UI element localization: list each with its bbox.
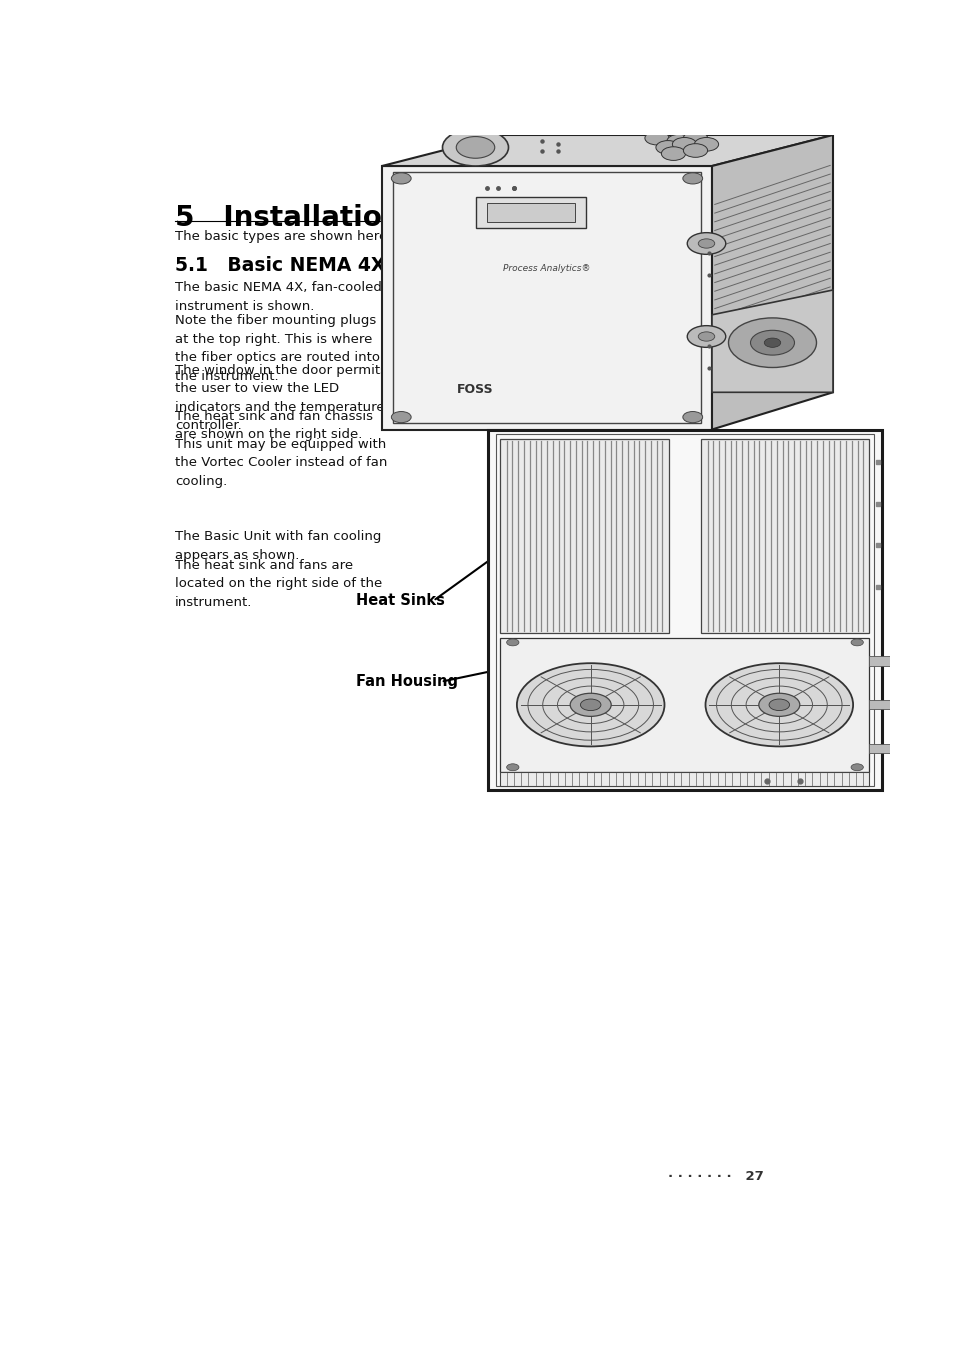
Circle shape (579, 699, 600, 710)
Text: The window in the door permits
the user to view the LED
indicators and the tempe: The window in the door permits the user … (174, 363, 387, 432)
Circle shape (456, 136, 495, 158)
Text: The heat sink and fans are
located on the right side of the
instrument.: The heat sink and fans are located on th… (174, 559, 382, 609)
Bar (868, 656, 889, 666)
Circle shape (686, 232, 725, 254)
Bar (868, 744, 889, 753)
Circle shape (570, 694, 611, 717)
Circle shape (517, 663, 664, 747)
Circle shape (391, 412, 411, 423)
Circle shape (698, 239, 714, 248)
Circle shape (850, 639, 862, 645)
Circle shape (682, 131, 707, 144)
Circle shape (682, 143, 707, 158)
Text: The basic NEMA 4X, fan-cooled
instrument is shown.: The basic NEMA 4X, fan-cooled instrument… (174, 281, 381, 313)
Polygon shape (381, 135, 832, 166)
Circle shape (506, 639, 518, 645)
Circle shape (682, 412, 702, 423)
Circle shape (728, 317, 816, 367)
Circle shape (644, 131, 668, 144)
Circle shape (698, 332, 714, 342)
Bar (500, 439, 668, 633)
Bar (868, 701, 889, 710)
Circle shape (666, 135, 690, 148)
Circle shape (660, 147, 685, 161)
Text: Fan Housing: Fan Housing (355, 674, 457, 690)
Text: 5.1   Basic NEMA 4X Process Analytics Instrument: 5.1 Basic NEMA 4X Process Analytics Inst… (174, 256, 700, 275)
Text: This unit may be equipped with
the Vortec Cooler instead of fan
cooling.: This unit may be equipped with the Vorte… (174, 437, 387, 487)
Circle shape (506, 764, 518, 771)
Circle shape (442, 128, 508, 166)
Circle shape (758, 694, 799, 717)
Text: The heat sink and fan chassis
are shown on the right side.: The heat sink and fan chassis are shown … (174, 410, 373, 441)
Circle shape (763, 338, 780, 347)
Circle shape (768, 699, 789, 710)
Text: Heat Sinks: Heat Sinks (355, 594, 444, 609)
Polygon shape (711, 290, 832, 393)
Circle shape (686, 325, 725, 347)
Bar (500, 772, 868, 786)
Polygon shape (711, 135, 832, 429)
Circle shape (391, 173, 411, 184)
Text: · · · · · · ·   27: · · · · · · · 27 (668, 1170, 763, 1184)
Polygon shape (381, 166, 711, 429)
Circle shape (705, 663, 852, 747)
Circle shape (682, 173, 702, 184)
Circle shape (850, 764, 862, 771)
Circle shape (694, 138, 718, 151)
Text: The Basic Unit with fan cooling
appears as shown.: The Basic Unit with fan cooling appears … (174, 531, 381, 562)
Text: FOSS: FOSS (456, 382, 494, 396)
Text: 5   Installation of Process Enclosure: 5 Installation of Process Enclosure (174, 204, 736, 232)
Text: Process Analytics®: Process Analytics® (503, 263, 590, 273)
Polygon shape (486, 204, 574, 221)
Text: The basic types are shown here, for familiarization. Installation instructions f: The basic types are shown here, for fami… (174, 230, 723, 243)
Text: Note the fiber mounting plugs
at the top right. This is where
the fiber optics a: Note the fiber mounting plugs at the top… (174, 315, 379, 383)
Bar (500, 637, 868, 772)
Circle shape (672, 138, 696, 151)
Polygon shape (475, 197, 585, 228)
Bar (700, 439, 868, 633)
Circle shape (656, 140, 679, 154)
Circle shape (750, 331, 794, 355)
